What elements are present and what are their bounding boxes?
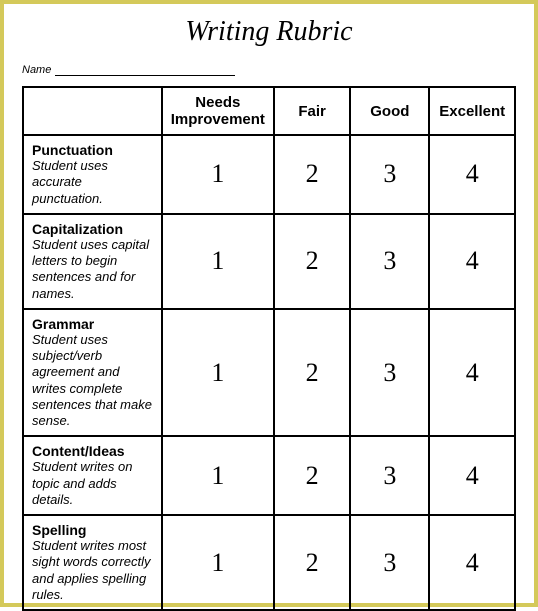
criteria-label: Spelling bbox=[32, 522, 153, 538]
header-row: Needs Improvement Fair Good Excellent bbox=[23, 87, 515, 135]
table-row: PunctuationStudent uses accurate punctua… bbox=[23, 135, 515, 214]
criteria-cell: CapitalizationStudent uses capital lette… bbox=[23, 214, 162, 309]
rubric-body: PunctuationStudent uses accurate punctua… bbox=[23, 135, 515, 610]
score-cell: 1 bbox=[162, 135, 274, 214]
header-excellent: Excellent bbox=[429, 87, 515, 135]
criteria-label: Grammar bbox=[32, 316, 153, 332]
score-cell: 1 bbox=[162, 214, 274, 309]
score-cell: 4 bbox=[429, 135, 515, 214]
criteria-desc: Student writes on topic and adds details… bbox=[32, 459, 153, 508]
score-cell: 2 bbox=[274, 309, 350, 437]
table-row: Content/IdeasStudent writes on topic and… bbox=[23, 436, 515, 515]
score-cell: 2 bbox=[274, 214, 350, 309]
score-cell: 2 bbox=[274, 135, 350, 214]
page-title: Writing Rubric bbox=[22, 16, 516, 48]
criteria-label: Capitalization bbox=[32, 221, 153, 237]
header-fair: Fair bbox=[274, 87, 350, 135]
header-good: Good bbox=[350, 87, 429, 135]
table-row: SpellingStudent writes most sight words … bbox=[23, 515, 515, 610]
score-cell: 3 bbox=[350, 436, 429, 515]
criteria-desc: Student uses accurate punctuation. bbox=[32, 158, 153, 207]
score-cell: 4 bbox=[429, 214, 515, 309]
criteria-cell: Content/IdeasStudent writes on topic and… bbox=[23, 436, 162, 515]
criteria-cell: PunctuationStudent uses accurate punctua… bbox=[23, 135, 162, 214]
table-row: CapitalizationStudent uses capital lette… bbox=[23, 214, 515, 309]
criteria-label: Content/Ideas bbox=[32, 443, 153, 459]
score-cell: 2 bbox=[274, 436, 350, 515]
header-needs-improvement: Needs Improvement bbox=[162, 87, 274, 135]
criteria-cell: SpellingStudent writes most sight words … bbox=[23, 515, 162, 610]
name-field-row: Name bbox=[22, 62, 516, 76]
criteria-cell: GrammarStudent uses subject/verb agreeme… bbox=[23, 309, 162, 437]
name-blank-line bbox=[55, 62, 235, 76]
criteria-desc: Student uses subject/verb agreement and … bbox=[32, 332, 153, 430]
criteria-label: Punctuation bbox=[32, 142, 153, 158]
rubric-table: Needs Improvement Fair Good Excellent Pu… bbox=[22, 86, 516, 611]
header-blank bbox=[23, 87, 162, 135]
score-cell: 4 bbox=[429, 436, 515, 515]
score-cell: 3 bbox=[350, 214, 429, 309]
score-cell: 1 bbox=[162, 436, 274, 515]
score-cell: 4 bbox=[429, 515, 515, 610]
score-cell: 3 bbox=[350, 515, 429, 610]
score-cell: 1 bbox=[162, 309, 274, 437]
criteria-desc: Student uses capital letters to begin se… bbox=[32, 237, 153, 302]
score-cell: 2 bbox=[274, 515, 350, 610]
table-row: GrammarStudent uses subject/verb agreeme… bbox=[23, 309, 515, 437]
score-cell: 1 bbox=[162, 515, 274, 610]
name-label: Name bbox=[22, 64, 51, 76]
score-cell: 3 bbox=[350, 135, 429, 214]
score-cell: 4 bbox=[429, 309, 515, 437]
score-cell: 3 bbox=[350, 309, 429, 437]
criteria-desc: Student writes most sight words correctl… bbox=[32, 538, 153, 603]
